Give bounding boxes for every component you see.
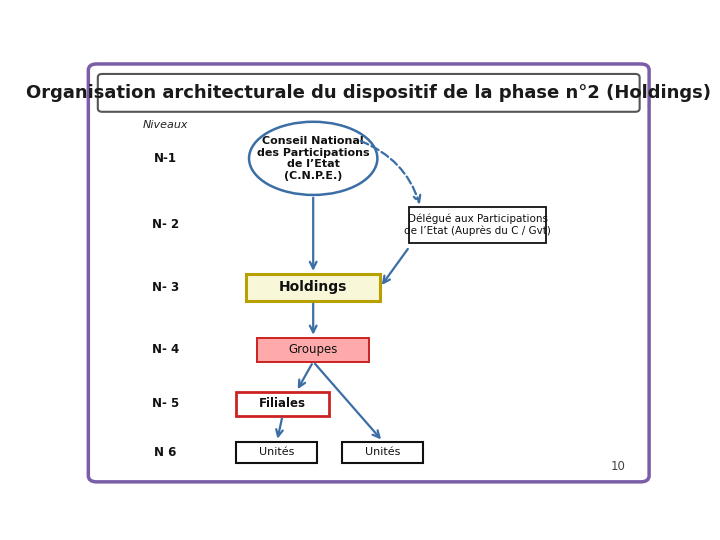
Ellipse shape	[249, 122, 377, 195]
Text: Unités: Unités	[259, 447, 294, 457]
Text: Organisation architecturale du dispositif de la phase n°2 (Holdings): Organisation architecturale du dispositi…	[27, 84, 711, 102]
FancyBboxPatch shape	[236, 442, 318, 463]
Text: N- 4: N- 4	[152, 343, 179, 356]
Text: Holdings: Holdings	[279, 280, 347, 294]
Text: N- 5: N- 5	[152, 397, 179, 410]
Text: N- 2: N- 2	[152, 218, 179, 231]
FancyBboxPatch shape	[246, 274, 380, 301]
Text: Unités: Unités	[365, 447, 400, 457]
Text: Filiales: Filiales	[259, 397, 306, 410]
FancyBboxPatch shape	[89, 64, 649, 482]
Text: N- 3: N- 3	[152, 281, 179, 294]
Text: N-1: N-1	[154, 152, 177, 165]
FancyBboxPatch shape	[410, 207, 546, 242]
Text: 10: 10	[611, 460, 626, 473]
Text: N 6: N 6	[154, 446, 176, 459]
Text: Groupes: Groupes	[289, 343, 338, 356]
FancyBboxPatch shape	[258, 338, 369, 362]
Text: Délégué aux Participations
de l’Etat (Auprès du C / Gvt): Délégué aux Participations de l’Etat (Au…	[405, 213, 552, 236]
Text: Conseil National
des Participations
de l’Etat
(C.N.P.E.): Conseil National des Participations de l…	[257, 136, 369, 181]
Text: Niveaux: Niveaux	[143, 120, 188, 130]
FancyBboxPatch shape	[236, 392, 328, 416]
FancyBboxPatch shape	[98, 74, 639, 112]
FancyBboxPatch shape	[343, 442, 423, 463]
